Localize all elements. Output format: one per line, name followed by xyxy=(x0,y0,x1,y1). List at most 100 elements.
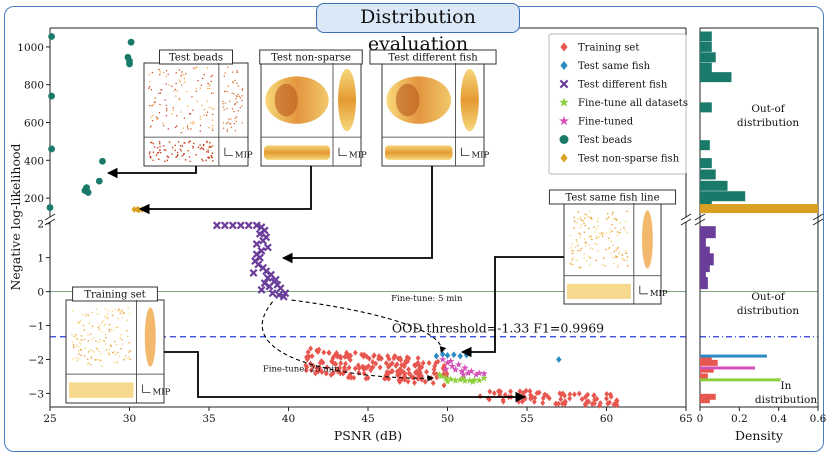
inset-training-set-dot xyxy=(89,349,91,351)
inset-test-same-fish-line-fish-side xyxy=(641,210,653,269)
inset-test-beads-dot xyxy=(190,128,192,130)
density-bar-training-set xyxy=(700,359,718,366)
point-test-beads xyxy=(84,189,92,196)
point-training-set xyxy=(583,402,588,409)
density-bar-training-set xyxy=(700,354,712,361)
inset-training-set-dot xyxy=(116,326,119,329)
point-training-set xyxy=(368,367,374,374)
density-upper-label-line: Out-of xyxy=(751,103,785,115)
inset-test-same-fish-line-dot xyxy=(571,243,574,245)
inset-test-same-fish-line-dot xyxy=(597,249,599,252)
point-training-set xyxy=(338,353,343,360)
inset-test-beads-dot xyxy=(202,144,205,147)
inset-test-beads-dot xyxy=(206,111,209,113)
point-training-set xyxy=(308,345,314,352)
inset-test-beads-dot xyxy=(200,146,203,149)
point-training-set xyxy=(594,395,600,402)
inset-test-beads-dot xyxy=(234,117,237,120)
inset-test-beads-dot xyxy=(182,127,185,129)
point-training-set xyxy=(313,370,318,377)
inset-training-set-dot xyxy=(126,335,129,338)
inset-test-beads-dot xyxy=(165,75,168,78)
inset-test-same-fish-line-fish-lateral xyxy=(567,283,631,299)
inset-test-same-fish-line-dot xyxy=(570,247,572,249)
inset-test-beads-dot xyxy=(199,115,201,118)
point-training-set xyxy=(487,388,493,395)
legend-label: Test different fish xyxy=(578,80,668,91)
inset-test-beads-dot xyxy=(149,155,152,158)
inset-test-beads-dot xyxy=(230,123,232,125)
lower-y-tick-label: 1 xyxy=(37,253,44,265)
inset-test-beads-dot xyxy=(187,150,190,152)
inset-test-same-fish-line-dot xyxy=(612,244,614,247)
inset-training-set-dot xyxy=(91,311,94,314)
inset-test-beads-dot xyxy=(212,129,214,132)
inset-training-set-dot xyxy=(105,349,108,351)
point-training-set xyxy=(319,368,324,375)
chart-title: Distribution evaluation xyxy=(316,3,520,55)
inset-test-beads-dot xyxy=(186,105,189,108)
inset-test-beads-dot xyxy=(179,148,181,151)
inset-test-same-fish-line-dot xyxy=(576,218,579,220)
point-training-set xyxy=(540,395,546,402)
density-bar-test-different-fish xyxy=(700,266,706,279)
point-training-set xyxy=(324,364,330,371)
point-fine-tuned xyxy=(442,365,450,373)
inset-test-beads-dot xyxy=(222,103,224,105)
inset-test-same-fish-line-dot xyxy=(580,247,583,250)
inset-test-beads-dot xyxy=(226,128,229,131)
point-training-set xyxy=(415,371,421,378)
inset-test-beads-dot xyxy=(174,149,176,152)
density-bar-test-beads xyxy=(700,180,728,191)
inset-test-beads-dot xyxy=(239,97,241,99)
legend-label: Test non-sparse fish xyxy=(578,154,680,165)
axis-break-mark xyxy=(680,218,692,226)
point-training-set xyxy=(328,371,334,378)
inset-training-set-dot xyxy=(99,324,101,326)
inset-test-beads-dot xyxy=(149,81,151,83)
point-training-set xyxy=(371,353,377,360)
inset-test-beads-dot xyxy=(163,148,166,151)
point-fine-tune-all-datasets xyxy=(451,376,460,384)
inset-test-same-fish-line-dot xyxy=(591,217,593,220)
inset-training-set-dot xyxy=(77,357,80,360)
inset-test-same-fish-line-dot xyxy=(601,263,604,266)
inset-test-same-fish-line-dot xyxy=(585,242,587,244)
point-test-different-fish xyxy=(252,221,261,230)
inset-training-set-dot xyxy=(105,336,107,339)
inset-training-set-dot xyxy=(98,328,100,331)
inset-training-set-dot xyxy=(89,333,92,335)
inset-training-set-dot xyxy=(103,325,106,327)
density-lower-label-line: In xyxy=(781,380,792,392)
inset-test-beads-dot xyxy=(151,114,154,117)
inset-test-same-fish-line-dot xyxy=(594,231,596,233)
inset-test-same-fish-line-dot xyxy=(595,235,598,238)
inset-test-beads-dot xyxy=(223,75,226,78)
inset-test-beads-dot xyxy=(150,141,152,144)
inset-test-beads-dot xyxy=(233,122,236,125)
inset-test-beads-dot xyxy=(211,92,213,95)
inset-test-beads-dot xyxy=(173,89,175,92)
point-training-set xyxy=(316,346,322,353)
inset-test-same-fish-line-dot xyxy=(579,249,581,252)
inset-training-set-dot xyxy=(101,331,103,333)
inset-training-set-dot xyxy=(118,355,121,358)
legend: Training set Test same fish Test different… xyxy=(548,33,688,175)
inset-test-same-fish-line-dot xyxy=(570,263,573,265)
inset-training-set-dot xyxy=(75,357,78,359)
point-training-set xyxy=(432,363,438,370)
inset-test-beads-dot xyxy=(148,87,150,89)
inset-test-beads-dot xyxy=(222,127,225,129)
point-test-same-fish xyxy=(457,352,463,360)
inset-test-beads-dot xyxy=(228,122,231,125)
point-fine-tuned xyxy=(459,370,468,378)
inset-training-set-dot xyxy=(108,348,110,350)
point-training-set xyxy=(397,366,403,373)
inset-test-beads-dot xyxy=(177,141,180,143)
inset-test-beads-dot xyxy=(197,146,200,148)
density-bar-training-set xyxy=(700,393,716,400)
point-fine-tune-all-datasets xyxy=(442,374,450,382)
inset-test-beads-dot xyxy=(158,92,160,95)
point-training-set xyxy=(508,388,513,395)
inset-training-set-dot xyxy=(119,336,122,339)
